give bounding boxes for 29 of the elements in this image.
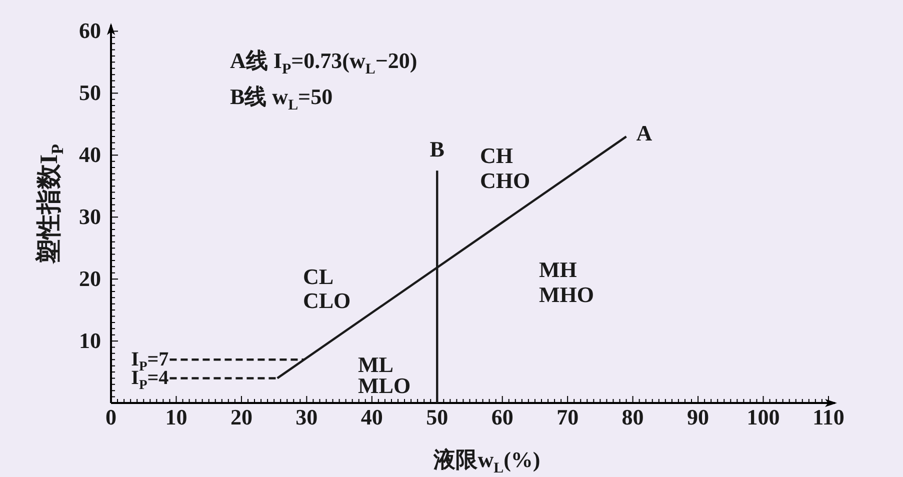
x-tick-label: 100 <box>746 404 780 430</box>
x-tick-label: 80 <box>622 404 644 430</box>
x-tick-label: 20 <box>230 404 252 430</box>
series-label: B <box>430 136 445 162</box>
x-tick-label: 70 <box>556 404 579 430</box>
x-tick-label: 30 <box>296 404 318 430</box>
y-tick-label: 40 <box>79 142 101 168</box>
annotation: CHO <box>480 168 530 193</box>
annotation: MH <box>539 257 577 282</box>
annotation: A线 I$_{P}$=0.73(w$_{L}$−20) <box>230 48 418 78</box>
annotation: CL <box>303 264 334 289</box>
x-axis-title: 液限w$_{L}$(%) <box>432 447 540 476</box>
annotation: MHO <box>539 282 594 307</box>
x-tick-label: 90 <box>687 404 710 430</box>
y-tick-label: 60 <box>79 18 101 44</box>
x-tick-label: 0 <box>106 404 116 430</box>
x-tick-label: 10 <box>165 404 188 430</box>
x-tick-label: 60 <box>491 404 514 430</box>
y-tick-label: 20 <box>79 266 101 292</box>
y-tick-label: 50 <box>79 80 101 106</box>
annotation: CH <box>480 143 513 168</box>
annotation: B线 w$_{L}$=50 <box>230 84 333 114</box>
x-tick-label: 110 <box>812 404 844 430</box>
series-label: A <box>636 120 652 146</box>
x-tick-label: 50 <box>426 404 448 430</box>
x-tick-label: 40 <box>360 404 383 430</box>
y-tick-label: 30 <box>79 204 101 230</box>
annotation: CLO <box>303 288 351 313</box>
y-tick-label: 10 <box>79 328 101 354</box>
